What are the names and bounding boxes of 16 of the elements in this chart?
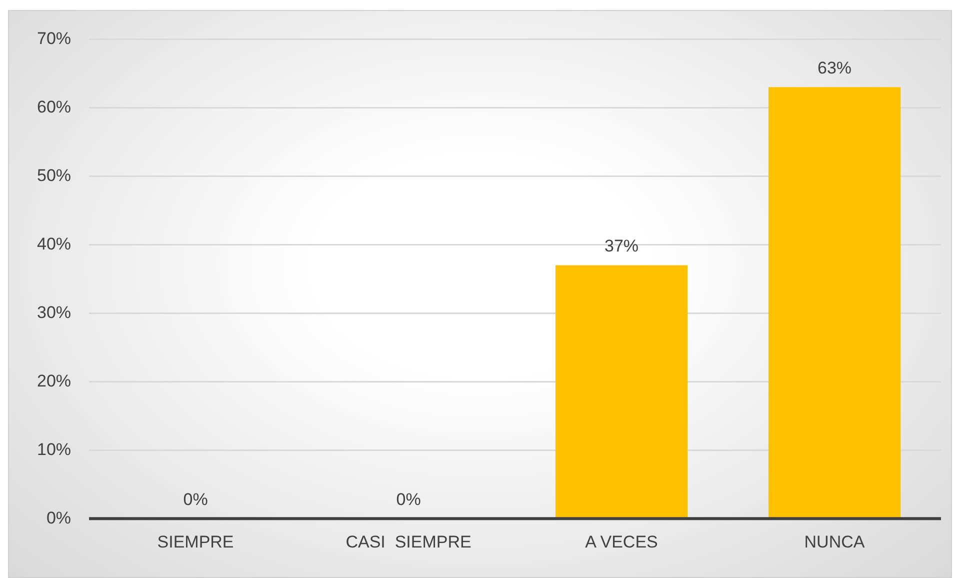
x-tick-label: NUNCA	[804, 532, 866, 552]
x-tick-label: SIEMPRE	[157, 532, 234, 552]
x-tick-label: CASI SIEMPRE	[346, 532, 472, 552]
y-tick-label: 30%	[36, 302, 72, 322]
data-label: 0%	[183, 490, 208, 509]
data-label: 37%	[604, 236, 639, 256]
data-label: 63%	[817, 58, 852, 78]
y-tick-label: 20%	[36, 371, 72, 390]
y-tick-label: 60%	[36, 97, 72, 116]
y-tick-label: 70%	[36, 28, 72, 48]
y-tick-label: 40%	[36, 234, 72, 254]
x-tick-label: A VECES	[585, 532, 658, 552]
y-tick-label: 50%	[36, 166, 72, 185]
y-tick-label: 10%	[36, 440, 72, 459]
data-label: 0%	[396, 490, 421, 509]
y-tick-label: 0%	[46, 508, 72, 528]
